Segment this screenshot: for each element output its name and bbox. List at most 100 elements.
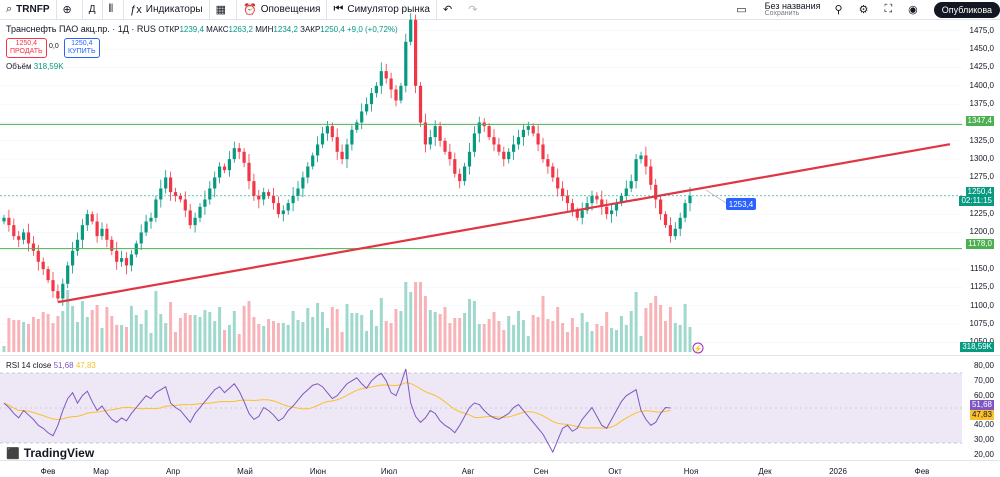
- layout-name: Без названия: [764, 0, 821, 11]
- candle-body: [458, 173, 462, 182]
- candle-body: [296, 188, 300, 196]
- support-tag: 1178,0: [966, 239, 994, 249]
- candle-body: [276, 203, 280, 215]
- candle-body: [183, 199, 187, 211]
- candle-body: [350, 129, 354, 145]
- candle-body: [369, 93, 374, 105]
- volume-bar: [526, 336, 530, 352]
- candle-body: [301, 177, 305, 189]
- quick-search-button[interactable]: ⚲: [829, 0, 853, 19]
- candle-body: [673, 228, 677, 237]
- layouts-button[interactable]: ▭: [730, 0, 756, 19]
- candle-body: [418, 85, 423, 123]
- candle-body: [389, 78, 393, 90]
- volume-bar: [76, 322, 79, 352]
- settings-button[interactable]: ⚙: [853, 0, 879, 19]
- rsi-axis-label: 80,00: [973, 360, 994, 370]
- candle-body: [237, 148, 241, 152]
- candle-body: [90, 214, 94, 222]
- candle-body: [497, 144, 501, 152]
- trendline-callout: 1253,4: [705, 189, 756, 210]
- candle-body: [516, 137, 521, 145]
- candle-body: [443, 140, 447, 152]
- buy-button[interactable]: 1250,4 КУПИТЬ: [64, 38, 100, 58]
- volume-bar: [595, 324, 599, 352]
- undo-button[interactable]: ↶: [437, 0, 462, 19]
- plus-circle-icon: ⊕: [62, 4, 72, 16]
- fullscreen-button[interactable]: ⛶: [878, 0, 902, 19]
- tradingview-logo[interactable]: ⬛ TradingView: [6, 446, 95, 460]
- volume-bar: [203, 310, 207, 352]
- volume-bar: [129, 306, 133, 352]
- candle-body: [61, 283, 65, 299]
- snapshot-button[interactable]: ◉: [902, 0, 928, 19]
- volume-bar: [688, 327, 692, 352]
- volume-bar: [301, 322, 305, 352]
- volume-bar: [541, 296, 545, 352]
- redo-button[interactable]: ↷: [462, 0, 487, 19]
- price-axis-label: 1075,0: [969, 319, 994, 329]
- candle-body: [286, 203, 290, 211]
- rsi-ma-tag: 47,83: [969, 410, 994, 420]
- compare-button[interactable]: ⊕: [57, 0, 83, 19]
- volume-bar: [198, 317, 202, 352]
- candle-body: [614, 203, 619, 211]
- chart-legend: Транснефть ПАО акц.пр. · 1Д · RUS ОТКР12…: [6, 24, 398, 34]
- chart-type-button[interactable]: ⫴: [103, 0, 125, 19]
- candle-body: [213, 177, 217, 189]
- candle-body: [659, 199, 663, 215]
- pane-divider[interactable]: [0, 355, 1000, 356]
- symbol-search[interactable]: ⌕ TRNFP: [0, 0, 57, 19]
- top-toolbar: ⌕ TRNFP ⊕ Д ⫴ ƒx Индикаторы ▦ ⏰ Оповещен…: [0, 0, 1000, 20]
- sell-button[interactable]: 1250,4 ПРОДАТЬ: [6, 38, 47, 58]
- volume-bar: [619, 316, 623, 352]
- volume-bar: [66, 290, 70, 352]
- candle-body: [316, 144, 320, 156]
- time-axis-label: Фев: [914, 467, 930, 476]
- volume-bar: [438, 314, 442, 352]
- templates-button[interactable]: ▦: [210, 0, 238, 19]
- publish-button[interactable]: Опубликова: [933, 1, 1000, 18]
- interval-button[interactable]: Д: [83, 0, 103, 19]
- indicators-label: Индикаторы: [145, 4, 203, 15]
- volume-bar: [414, 282, 418, 352]
- volume-bar: [281, 323, 285, 352]
- volume-bar: [276, 323, 280, 352]
- volume-bar: [585, 322, 589, 352]
- time-axis-label: Ноя: [683, 467, 699, 476]
- rsi-legend: RSI 14 close 51,68 47,83: [6, 361, 96, 370]
- candle-body: [164, 177, 168, 189]
- layout-menu[interactable]: Без названия Сохранить: [757, 0, 829, 18]
- candle-body: [629, 181, 633, 189]
- volume-bar: [600, 326, 604, 352]
- sliders-icon: ⚲: [834, 4, 843, 16]
- volume-bar: [409, 292, 413, 352]
- volume-bar: [551, 321, 555, 352]
- volume-bar: [61, 311, 65, 352]
- volume-bar: [664, 321, 667, 352]
- price-axis-label: 1425,0: [969, 62, 994, 72]
- volume-bar: [218, 307, 222, 352]
- volume-bar: [502, 330, 506, 352]
- volume-bar: [296, 320, 300, 352]
- candle-body: [46, 269, 50, 281]
- symbol-title: Транснефть ПАО акц.пр. · 1Д · RUS: [6, 24, 156, 34]
- volume-bar: [399, 311, 403, 352]
- volume-bar: [340, 332, 344, 352]
- volume-bar: [639, 336, 643, 352]
- layout-icon: ▭: [736, 4, 747, 16]
- volume-bar: [100, 328, 104, 352]
- candle-body: [668, 225, 672, 237]
- candle-body: [595, 195, 599, 200]
- volume-bar: [120, 325, 124, 352]
- volume-bar: [110, 316, 114, 352]
- alerts-button[interactable]: ⏰ Оповещения: [237, 0, 328, 19]
- volume-bar: [306, 308, 310, 352]
- replay-button[interactable]: ⏮ Симулятор рынка: [327, 0, 437, 19]
- candle-body: [551, 166, 555, 178]
- candle-body: [7, 217, 11, 226]
- volume-bar: [95, 305, 99, 352]
- volume-bar: [482, 324, 486, 352]
- indicators-button[interactable]: ƒx Индикаторы: [124, 0, 210, 19]
